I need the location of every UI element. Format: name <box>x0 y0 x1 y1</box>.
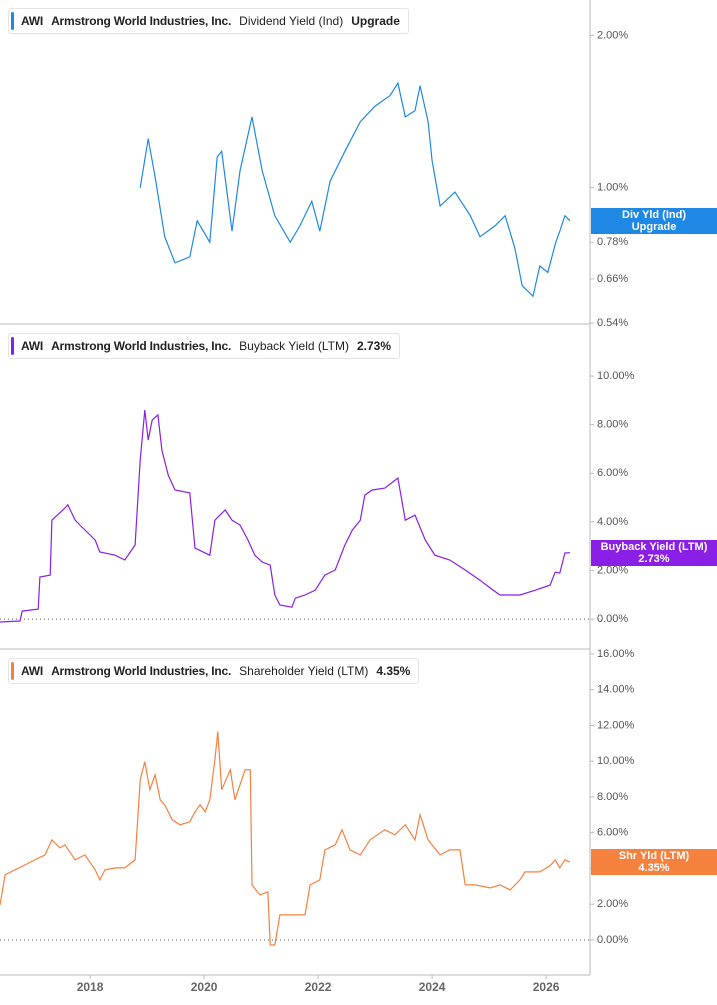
badge-line: Div Yld (Ind) <box>622 208 686 221</box>
badge-line: 4.35% <box>638 862 670 875</box>
y-tick-label: 8.00% <box>597 791 628 803</box>
y-tick-label: 1.00% <box>597 182 628 194</box>
y-tick-label: 6.00% <box>597 827 628 839</box>
x-tick-label: 2024 <box>419 980 446 994</box>
y-tick-label: 6.00% <box>597 467 628 479</box>
header-metric: Shareholder Yield (LTM) <box>239 664 369 678</box>
header-metric: Buyback Yield (LTM) <box>239 339 349 353</box>
badge-line: 2.73% <box>638 552 670 565</box>
y-tick-label: 10.00% <box>597 370 635 382</box>
y-tick-label: 10.00% <box>597 755 635 767</box>
header-ticker: AWI <box>21 14 44 28</box>
value-badge: Shr Yld (LTM) 4.35% <box>591 849 717 876</box>
x-tick-label: 2018 <box>77 980 104 994</box>
header-value: 2.73% <box>356 339 392 353</box>
line-series <box>0 731 571 946</box>
header-company: Armstrong World Industries, Inc. <box>51 14 232 28</box>
header-value: 4.35% <box>376 664 411 678</box>
header-color-bar <box>11 12 14 30</box>
y-tick-label: 8.00% <box>597 419 628 431</box>
chart-header: AWI Armstrong World Industries, Inc. Share… <box>8 658 420 684</box>
line-series <box>139 81 571 298</box>
y-tick-label: 0.78% <box>597 236 628 248</box>
header-color-bar <box>11 662 14 680</box>
chart-header: AWI Armstrong World Industries, Inc. Divid… <box>8 8 409 34</box>
y-tick-label: 16.00% <box>597 648 635 660</box>
x-tick-label: 2020 <box>191 980 218 994</box>
x-tick-label: 2026 <box>533 980 560 994</box>
header-metric: Dividend Yield (Ind) <box>239 14 344 28</box>
header-value: Upgrade <box>351 14 400 28</box>
y-tick-label: 0.00% <box>597 613 628 625</box>
value-badge: Div Yld (Ind) Upgrade <box>591 207 717 234</box>
y-tick-label: 12.00% <box>597 719 635 731</box>
header-ticker: AWI <box>21 339 44 353</box>
y-tick-label: 0.54% <box>597 317 628 329</box>
badge-line: Buyback Yield (LTM) <box>600 540 708 553</box>
line-series <box>0 410 571 623</box>
chart-header: AWI Armstrong World Industries, Inc. Buyba… <box>8 333 401 359</box>
y-tick-label: 14.00% <box>597 684 635 696</box>
header-color-bar <box>11 337 14 355</box>
value-badge: Buyback Yield (LTM) 2.73% <box>591 539 717 566</box>
y-tick-label: 4.00% <box>597 516 628 528</box>
y-tick-label: 2.00% <box>597 29 628 41</box>
header-company: Armstrong World Industries, Inc. <box>51 664 232 678</box>
badge-line: Shr Yld (LTM) <box>618 850 690 863</box>
y-tick-label: 0.00% <box>597 934 628 946</box>
header-company: Armstrong World Industries, Inc. <box>51 339 232 353</box>
y-tick-label: 2.00% <box>597 898 628 910</box>
x-tick-label: 2022 <box>305 980 332 994</box>
y-tick-label: 0.66% <box>597 273 628 285</box>
header-ticker: AWI <box>21 664 44 678</box>
y-tick-label: 2.00% <box>597 564 628 576</box>
badge-line: Upgrade <box>631 220 677 233</box>
